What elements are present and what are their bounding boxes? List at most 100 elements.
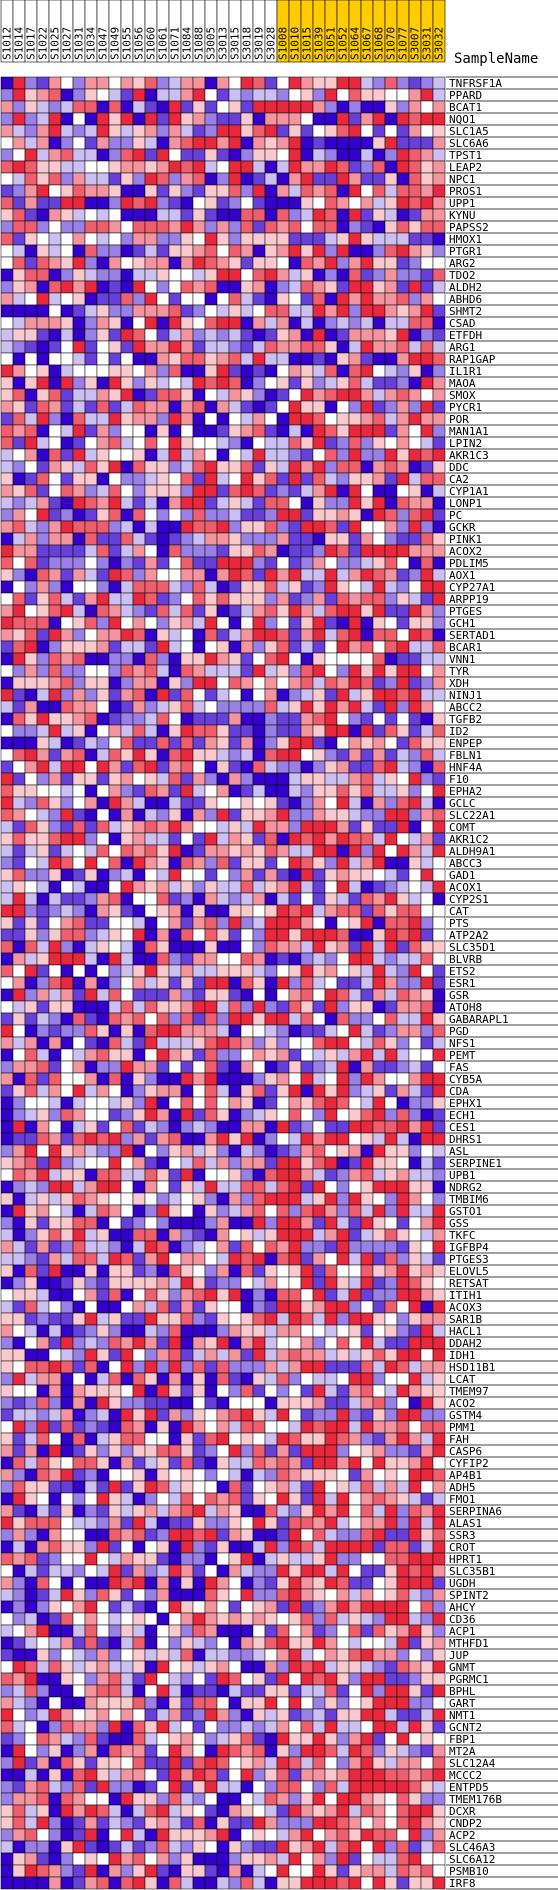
heatmap-cell xyxy=(348,1444,362,1458)
heatmap-cell xyxy=(420,856,434,870)
heatmap-cell xyxy=(48,508,62,522)
heatmap-cell xyxy=(396,400,410,414)
heatmap-cell xyxy=(72,904,86,918)
heatmap-cell xyxy=(84,1324,98,1338)
heatmap-cell xyxy=(276,1264,290,1278)
heatmap-cell xyxy=(228,1372,242,1386)
heatmap-cell xyxy=(336,892,350,906)
heatmap-cell xyxy=(432,1012,446,1026)
heatmap-cell xyxy=(24,1264,38,1278)
heatmap-cell xyxy=(276,904,290,918)
heatmap-cell xyxy=(180,820,194,834)
heatmap-cell xyxy=(324,868,338,882)
heatmap-cell xyxy=(72,1252,86,1266)
heatmap-cell xyxy=(372,952,386,966)
heatmap-cell xyxy=(36,1204,50,1218)
heatmap-cell xyxy=(120,892,134,906)
heatmap-cell xyxy=(120,724,134,738)
heatmap-cell xyxy=(72,1336,86,1350)
heatmap-cell xyxy=(276,232,290,246)
heatmap-cell xyxy=(120,196,134,210)
heatmap-cell xyxy=(372,640,386,654)
heatmap-cell xyxy=(228,616,242,630)
heatmap-cell xyxy=(324,376,338,390)
heatmap-cell xyxy=(240,832,254,846)
heatmap-cell xyxy=(408,592,422,606)
heatmap-cell xyxy=(276,496,290,510)
heatmap-cell xyxy=(348,388,362,402)
heatmap-cell xyxy=(96,1180,110,1194)
heatmap-cell xyxy=(240,124,254,138)
heatmap-cell xyxy=(180,268,194,282)
heatmap-cell xyxy=(240,1492,254,1506)
heatmap-cell xyxy=(144,1660,158,1674)
heatmap-cell xyxy=(252,1588,266,1602)
heatmap-cell xyxy=(168,1144,182,1158)
heatmap-cell xyxy=(360,1504,374,1518)
heatmap-cell xyxy=(348,1456,362,1470)
heatmap-cell xyxy=(204,1012,218,1026)
heatmap-cell xyxy=(300,1300,314,1314)
heatmap-cell xyxy=(48,1504,62,1518)
heatmap-cell xyxy=(108,1480,122,1494)
heatmap-cell xyxy=(300,1456,314,1470)
heatmap-cell xyxy=(324,844,338,858)
heatmap-cell xyxy=(420,700,434,714)
heatmap-cell xyxy=(396,472,410,486)
heatmap-cell xyxy=(180,160,194,174)
heatmap-cell xyxy=(360,364,374,378)
heatmap-cell xyxy=(108,100,122,114)
heatmap-cell xyxy=(276,1564,290,1578)
heatmap-cell xyxy=(288,1156,302,1170)
heatmap-cell xyxy=(60,1168,74,1182)
heatmap-cell xyxy=(432,76,446,90)
heatmap-cell xyxy=(384,964,398,978)
heatmap-cell xyxy=(228,1312,242,1326)
heatmap-cell xyxy=(204,472,218,486)
heatmap-cell xyxy=(84,784,98,798)
heatmap-cell xyxy=(288,772,302,786)
heatmap-cell xyxy=(48,1108,62,1122)
heatmap-cell xyxy=(216,280,230,294)
heatmap-cell xyxy=(168,784,182,798)
heatmap-cell xyxy=(204,1192,218,1206)
heatmap-cell xyxy=(168,1648,182,1662)
heatmap-cell xyxy=(72,1084,86,1098)
heatmap-cell xyxy=(408,1588,422,1602)
heatmap-cell xyxy=(348,688,362,702)
heatmap-cell xyxy=(288,1132,302,1146)
heatmap-cell xyxy=(36,688,50,702)
heatmap-cell xyxy=(120,616,134,630)
heatmap-cell xyxy=(216,868,230,882)
heatmap-cell xyxy=(60,1120,74,1134)
heatmap-cell xyxy=(264,760,278,774)
heatmap-cell xyxy=(60,1300,74,1314)
heatmap-cell xyxy=(360,436,374,450)
heatmap-cell xyxy=(372,784,386,798)
column-label: S1051 xyxy=(325,27,338,60)
heatmap-cell xyxy=(144,400,158,414)
heatmap-cell xyxy=(228,1360,242,1374)
heatmap-cell xyxy=(204,1072,218,1086)
heatmap-cell xyxy=(120,1300,134,1314)
heatmap-cell xyxy=(108,988,122,1002)
heatmap-cell xyxy=(312,856,326,870)
heatmap-cell xyxy=(216,136,230,150)
heatmap-cell xyxy=(144,988,158,1002)
heatmap-cell xyxy=(36,160,50,174)
heatmap-cell xyxy=(0,484,14,498)
heatmap-cell xyxy=(36,784,50,798)
heatmap-cell xyxy=(252,76,266,90)
heatmap-cell xyxy=(348,1564,362,1578)
heatmap-cell xyxy=(372,388,386,402)
heatmap-cell xyxy=(48,1600,62,1614)
heatmap-cell xyxy=(132,1168,146,1182)
heatmap-cell xyxy=(108,964,122,978)
heatmap-cell xyxy=(204,880,218,894)
heatmap-cell xyxy=(108,160,122,174)
heatmap-cell xyxy=(300,1060,314,1074)
heatmap-cell xyxy=(120,580,134,594)
heatmap-cell xyxy=(192,448,206,462)
heatmap-cell xyxy=(12,628,26,642)
heatmap-cell xyxy=(216,436,230,450)
